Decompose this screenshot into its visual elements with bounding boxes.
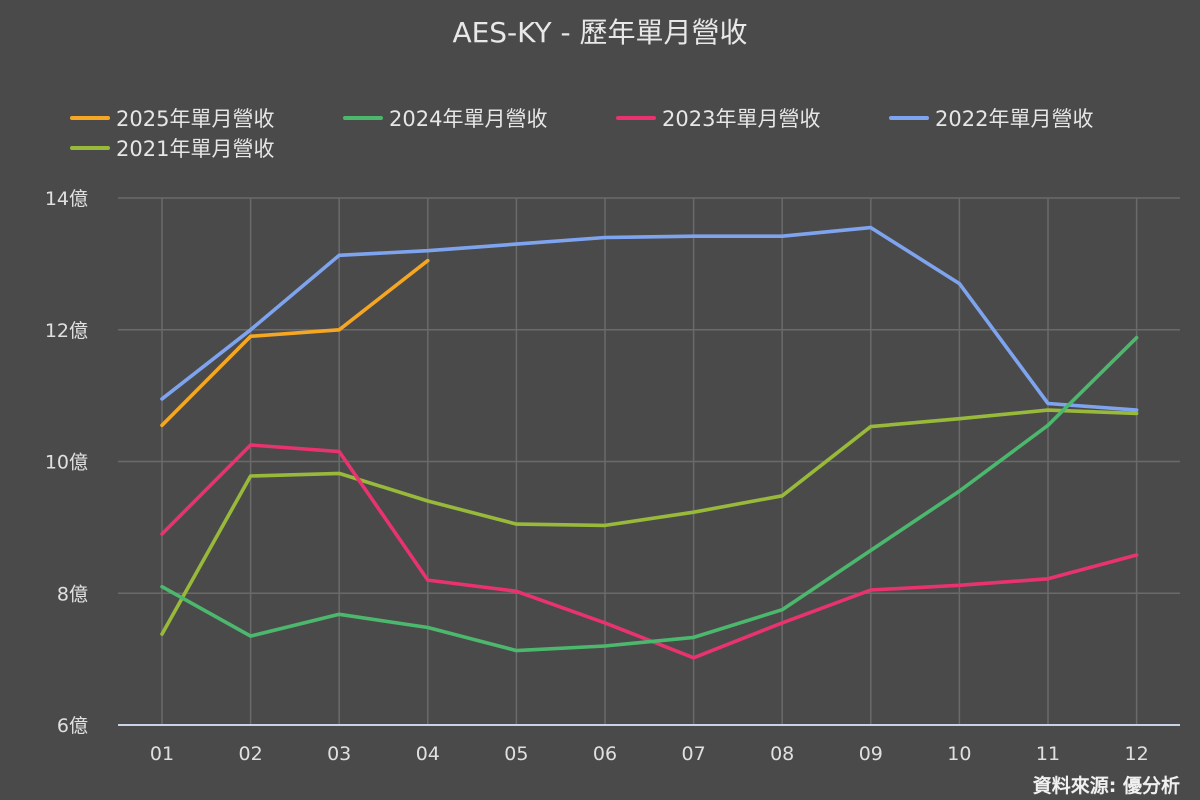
series-line bbox=[160, 408, 1139, 636]
x-tick-label: 04 bbox=[416, 743, 440, 765]
y-tick-label: 6億 bbox=[57, 715, 88, 737]
y-tick-label: 14億 bbox=[45, 188, 88, 210]
x-tick-label: 12 bbox=[1125, 743, 1149, 765]
x-tick-label: 03 bbox=[327, 743, 351, 765]
grid bbox=[118, 197, 1180, 725]
series-line bbox=[160, 443, 1139, 660]
x-tick-label: 02 bbox=[239, 743, 263, 765]
y-tick-label: 10億 bbox=[45, 452, 88, 474]
legend-label: 2022年單月營收 bbox=[935, 107, 1093, 131]
legend-label: 2025年單月營收 bbox=[116, 107, 274, 131]
y-tick-label: 8億 bbox=[57, 583, 88, 605]
series-line bbox=[160, 225, 1139, 412]
x-tick-label: 05 bbox=[504, 743, 528, 765]
legend-item: 2023年單月營收 bbox=[616, 107, 820, 131]
legend: 2025年單月營收 2024年單月營收 2023年單月營收 2022年單月營收 2021… bbox=[70, 107, 1093, 161]
chart-title: AES-KY - 歷年單月營收 bbox=[452, 16, 747, 49]
y-tick-label: 12億 bbox=[45, 320, 88, 342]
series-group bbox=[160, 225, 1139, 660]
legend-label: 2024年單月營收 bbox=[389, 107, 547, 131]
x-axis: 01 02 03 04 05 06 07 08 09 10 11 12 bbox=[118, 724, 1180, 765]
x-tick-label: 07 bbox=[682, 743, 706, 765]
series-line bbox=[160, 335, 1139, 653]
x-tick-label: 10 bbox=[947, 743, 971, 765]
source-note: 資料來源: 優分析 bbox=[1033, 774, 1180, 797]
legend-item: 2021年單月營收 bbox=[70, 137, 274, 161]
legend-item: 2025年單月營收 bbox=[70, 107, 274, 131]
x-tick-label: 06 bbox=[593, 743, 617, 765]
x-tick-label: 09 bbox=[859, 743, 883, 765]
y-axis: 6億 8億 10億 12億 14億 bbox=[45, 188, 88, 737]
legend-item: 2022年單月營收 bbox=[889, 107, 1093, 131]
legend-label: 2023年單月營收 bbox=[662, 107, 820, 131]
x-tick-label: 11 bbox=[1036, 743, 1060, 765]
x-tick-label: 01 bbox=[150, 743, 174, 765]
series-line bbox=[160, 258, 430, 428]
legend-label: 2021年單月營收 bbox=[116, 137, 274, 161]
x-tick-label: 08 bbox=[770, 743, 794, 765]
legend-item: 2024年單月營收 bbox=[343, 107, 547, 131]
